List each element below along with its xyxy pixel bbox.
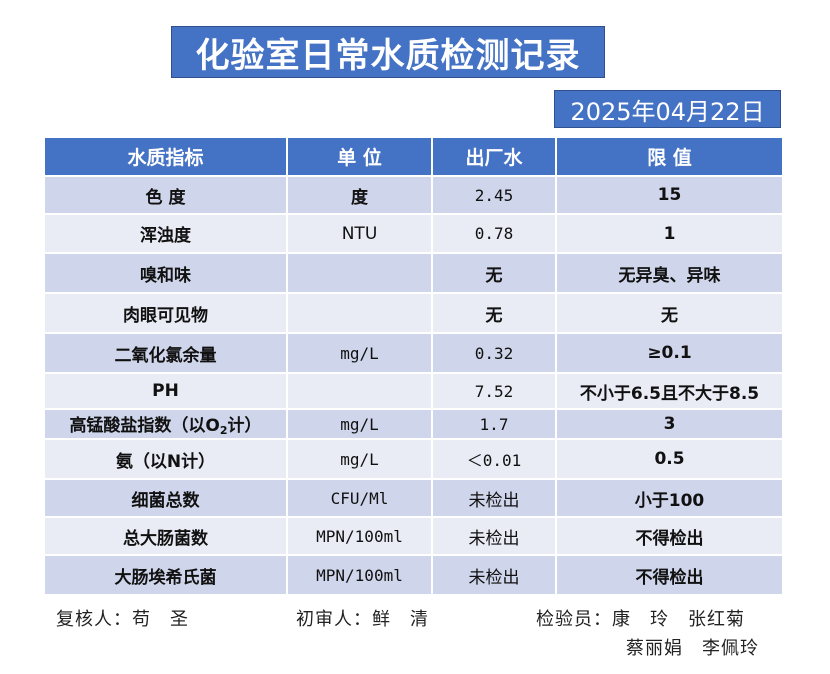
- indicator-cell: 大肠埃希氏菌: [43, 554, 288, 596]
- indicator-cell: 肉眼可见物: [43, 292, 288, 334]
- reviewer-signature: 复核人：苟 圣: [56, 609, 189, 630]
- indicator-cell: 浑浊度: [43, 213, 288, 254]
- limit-cell: 3: [555, 408, 784, 440]
- limit-cell: 无: [555, 292, 784, 334]
- value-cell: 7.52: [431, 372, 557, 410]
- table-row: 高锰酸盐指数（以O2计） mg/L 1.7 3: [43, 408, 784, 440]
- table-row: 细菌总数 CFU/Ml 未检出 小于100: [43, 478, 784, 518]
- indicator-cell: 细菌总数: [43, 478, 288, 518]
- unit-cell: MPN/100ml: [286, 516, 433, 556]
- value-cell: 无: [431, 292, 557, 334]
- page-title: 化验室日常水质检测记录: [171, 26, 605, 78]
- table-row: 浑浊度 NTU 0.78 1: [43, 213, 784, 254]
- inspector-signature-line2: 蔡丽娟 李佩玲: [626, 638, 759, 659]
- table-row: 肉眼可见物 无 无: [43, 292, 784, 334]
- value-cell: 未检出: [431, 516, 557, 556]
- unit-cell: 度: [286, 175, 433, 215]
- value-cell: ＜0.01: [431, 438, 557, 480]
- unit-cell: mg/L: [286, 438, 433, 480]
- indicator-cell: 高锰酸盐指数（以O2计）: [43, 408, 288, 440]
- limit-cell: 1: [555, 213, 784, 254]
- table-row: 色 度 度 2.45 15: [43, 175, 784, 215]
- limit-cell: ≥0.1: [555, 332, 784, 374]
- value-cell: 2.45: [431, 175, 557, 215]
- limit-cell: 不小于6.5且不大于8.5: [555, 372, 784, 410]
- limit-cell: 不得检出: [555, 554, 784, 596]
- table-row: 大肠埃希氏菌 MPN/100ml 未检出 不得检出: [43, 554, 784, 596]
- table-row: 氨（以N计） mg/L ＜0.01 0.5: [43, 438, 784, 480]
- unit-cell: MPN/100ml: [286, 554, 433, 596]
- indicator-cell: 总大肠菌数: [43, 516, 288, 556]
- indicator-cell: 二氧化氯余量: [43, 332, 288, 374]
- table-row: 嗅和味 无 无异臭、异味: [43, 252, 784, 294]
- limit-cell: 无异臭、异味: [555, 252, 784, 294]
- unit-cell: [286, 372, 433, 410]
- value-cell: 未检出: [431, 478, 557, 518]
- unit-cell: mg/L: [286, 332, 433, 374]
- unit-cell: CFU/Ml: [286, 478, 433, 518]
- column-header-value: 出厂水: [431, 136, 557, 177]
- unit-cell: [286, 292, 433, 334]
- limit-cell: 0.5: [555, 438, 784, 480]
- column-header-limit: 限 值: [555, 136, 784, 177]
- table-header-row: 水质指标 单 位 出厂水 限 值: [43, 136, 784, 177]
- indicator-cell: 色 度: [43, 175, 288, 215]
- value-cell: 1.7: [431, 408, 557, 440]
- value-cell: 无: [431, 252, 557, 294]
- date-badge: 2025年04月22日: [554, 90, 781, 128]
- indicator-text: 高锰酸盐指数（以O: [69, 416, 220, 436]
- value-cell: 0.78: [431, 213, 557, 254]
- limit-cell: 不得检出: [555, 516, 784, 556]
- value-cell: 未检出: [431, 554, 557, 596]
- subscript-text: 2: [219, 424, 228, 437]
- indicator-cell: 氨（以N计）: [43, 438, 288, 480]
- unit-cell: [286, 252, 433, 294]
- column-header-indicator: 水质指标: [43, 136, 288, 177]
- column-header-unit: 单 位: [286, 136, 433, 177]
- indicator-cell: PH: [43, 372, 288, 410]
- water-quality-table: 水质指标 单 位 出厂水 限 值 色 度 度 2.45 15 浑浊度 NTU 0…: [43, 136, 784, 596]
- first-reviewer-signature: 初审人：鲜 清: [296, 609, 429, 630]
- limit-cell: 小于100: [555, 478, 784, 518]
- unit-cell: mg/L: [286, 408, 433, 440]
- indicator-text-suffix: 计）: [227, 416, 262, 436]
- table-row: 总大肠菌数 MPN/100ml 未检出 不得检出: [43, 516, 784, 556]
- inspector-signature-line1: 检验员：康 玲 张红菊: [536, 609, 745, 630]
- indicator-cell: 嗅和味: [43, 252, 288, 294]
- table-row: 二氧化氯余量 mg/L 0.32 ≥0.1: [43, 332, 784, 374]
- value-cell: 0.32: [431, 332, 557, 374]
- table-row: PH 7.52 不小于6.5且不大于8.5: [43, 372, 784, 410]
- unit-cell: NTU: [286, 213, 433, 254]
- limit-cell: 15: [555, 175, 784, 215]
